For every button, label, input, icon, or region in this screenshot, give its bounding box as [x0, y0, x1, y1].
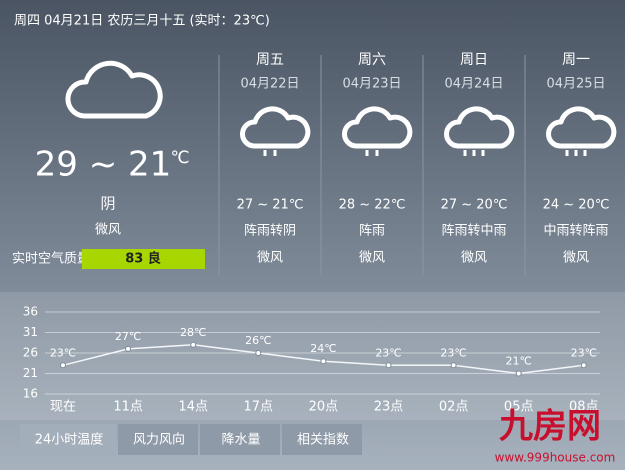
today-condition: 阴 [100, 195, 115, 213]
point [255, 350, 262, 356]
x-tick-label: 11点 [113, 400, 143, 415]
point [320, 358, 327, 365]
tab-label[interactable]: 风力风向 [133, 432, 185, 448]
value-label: 28℃ [180, 326, 206, 339]
tab-bar: 24小时温度 风力风向 降水量 相关指数 [20, 424, 362, 455]
tab-label[interactable]: 相关指数 [297, 433, 349, 448]
point [515, 370, 522, 377]
rain-drop [263, 150, 267, 156]
x-tick-label: 08点 [569, 400, 599, 415]
date: 04月23日 [342, 77, 401, 92]
rain-drop [565, 150, 569, 156]
y-tick-label: 21 [23, 366, 38, 380]
x-tick-label: 20点 [309, 400, 339, 415]
wind: 微风 [359, 251, 385, 266]
x-tick-label: 17点 [244, 400, 274, 415]
point [580, 362, 587, 369]
value-label: 26℃ [245, 334, 271, 347]
today-unit: ℃ [170, 148, 189, 168]
value-label: 23℃ [571, 346, 597, 359]
point [190, 341, 197, 348]
point [450, 362, 457, 369]
chart-panel [0, 292, 625, 420]
day: 周六 [358, 52, 386, 68]
tab[interactable] [20, 424, 116, 455]
rain-drop [472, 150, 476, 156]
air-label: 实时空气质量: [12, 251, 94, 267]
wind: 微风 [461, 251, 487, 266]
condition: 阵雨转阴 [244, 224, 296, 239]
temp: 28 ~ 22℃ [339, 198, 406, 213]
x-tick-label: 02点 [439, 400, 469, 415]
date: 04月24日 [444, 77, 503, 92]
day: 周一 [562, 52, 590, 68]
tab[interactable] [200, 424, 280, 455]
today-wind: 微风 [95, 223, 121, 238]
x-tick-label: 14点 [178, 400, 208, 415]
watermark-logo: 九房网 [499, 407, 601, 447]
x-tick-label: 23点 [374, 400, 404, 415]
tab[interactable] [118, 424, 198, 455]
rain-icon [444, 106, 515, 149]
header-text: 周四 04月21日 农历三月十五 (实时：23℃) [14, 14, 270, 29]
rain-drop [583, 150, 587, 156]
rain-icon [342, 106, 413, 149]
x-tick-label: 现在 [50, 400, 76, 415]
tab-label[interactable]: 24小时温度 [35, 432, 104, 448]
rain-drop [273, 150, 277, 156]
date: 04月22日 [240, 77, 299, 92]
cloud-icon [65, 60, 163, 119]
value-label: 23℃ [375, 346, 401, 359]
point [385, 362, 392, 369]
air-value: 83 良 [125, 251, 161, 267]
point [60, 362, 66, 369]
temp: 27 ~ 20℃ [441, 198, 508, 213]
y-tick-label: 26 [23, 346, 38, 360]
value-label: 21℃ [506, 355, 532, 368]
watermark-url: www.999house.com [495, 451, 616, 465]
wind: 微风 [257, 251, 283, 266]
rain-drop [481, 150, 485, 156]
rain-icon [240, 106, 311, 149]
wind: 微风 [563, 251, 589, 266]
date: 04月25日 [546, 77, 605, 92]
rain-drop [365, 150, 369, 156]
x-tick-label: 05点 [504, 400, 534, 415]
tab[interactable] [282, 424, 362, 455]
value-label: 23℃ [50, 346, 76, 359]
temp: 27 ~ 21℃ [237, 198, 304, 213]
condition: 阵雨 [359, 224, 385, 239]
value-label: 24℃ [310, 342, 336, 355]
y-tick-label: 31 [23, 325, 38, 339]
hourly-chart: 16 21 26 31 36 23℃ 现在 27℃ 11点 28℃ 14点 26℃ 17点 24℃ 20点 2… [23, 305, 600, 415]
value-label: 23℃ [440, 346, 466, 359]
condition: 阵雨转中雨 [441, 224, 506, 239]
air-badge [82, 249, 205, 269]
temp: 24 ~ 20℃ [543, 198, 610, 213]
value-label: 27℃ [115, 330, 141, 343]
point [125, 345, 132, 352]
tab-label[interactable]: 降水量 [221, 433, 260, 448]
rain-drop [574, 150, 578, 156]
today-temp: 29 ~ 21 [35, 145, 172, 185]
rain-icon [546, 106, 617, 149]
rain-drop [375, 150, 379, 156]
y-tick-label: 36 [23, 305, 38, 319]
condition: 中雨转阵雨 [543, 224, 608, 239]
y-tick-label: 16 [23, 387, 38, 401]
day: 周日 [460, 52, 488, 68]
rain-drop [463, 150, 467, 156]
day: 周五 [256, 52, 284, 68]
